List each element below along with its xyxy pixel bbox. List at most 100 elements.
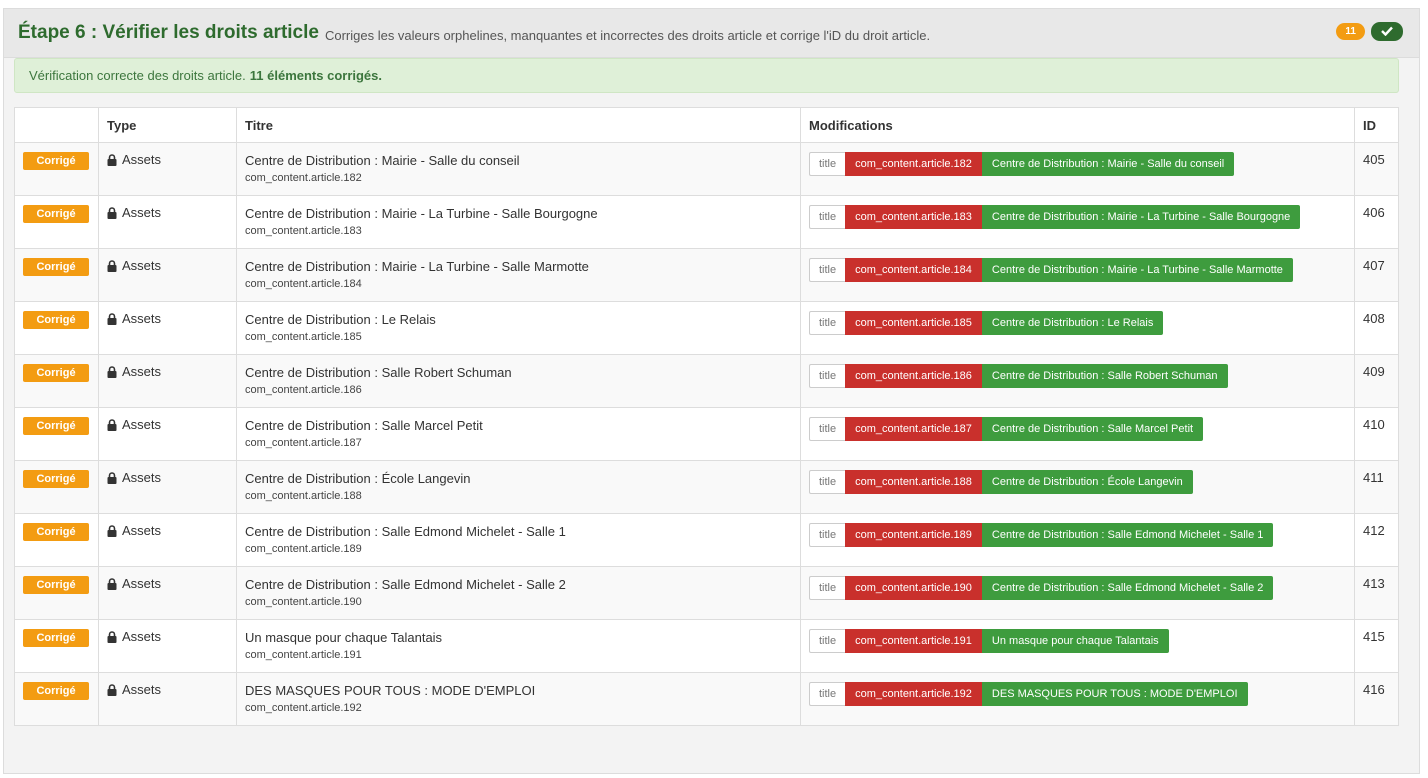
step-description: Corriges les valeurs orphelines, manquan… (324, 27, 931, 43)
modification-group: title com_content.article.187 Centre de … (809, 417, 1346, 441)
id-cell: 411 (1354, 460, 1399, 514)
table-row: Corrigé Assets Centre de Distribution : … (14, 513, 1399, 567)
lock-icon (107, 365, 117, 378)
item-title: Centre de Distribution : Salle Edmond Mi… (245, 577, 566, 592)
old-value-label: com_content.article.190 (845, 576, 982, 600)
item-title: Centre de Distribution : Mairie - La Tur… (245, 206, 598, 221)
type-label: Assets (122, 629, 162, 644)
table-row: Corrigé Assets Centre de Distribution : … (14, 566, 1399, 620)
status-badge: Corrigé (23, 152, 89, 170)
item-asset-name: com_content.article.183 (245, 225, 362, 237)
lock-icon (107, 577, 117, 590)
success-badge (1371, 22, 1403, 41)
status-cell: Corrigé (14, 513, 99, 567)
type-label: Assets (122, 417, 162, 432)
type-cell: Assets (98, 354, 237, 408)
status-cell: Corrigé (14, 248, 99, 302)
table-row: Corrigé Assets Centre de Distribution : … (14, 195, 1399, 249)
type-label: Assets (122, 258, 162, 273)
new-value-label: Centre de Distribution : Salle Edmond Mi… (981, 523, 1274, 547)
modifications-cell: title com_content.article.182 Centre de … (800, 142, 1355, 196)
modified-field-label: title (809, 576, 846, 600)
status-cell: Corrigé (14, 301, 99, 355)
title-cell: Centre de Distribution : Le Relais com_c… (236, 301, 801, 355)
status-cell: Corrigé (14, 354, 99, 408)
lock-icon (107, 683, 117, 696)
id-cell: 408 (1354, 301, 1399, 355)
item-asset-name: com_content.article.191 (245, 649, 362, 661)
status-cell: Corrigé (14, 195, 99, 249)
check-icon (1381, 25, 1393, 39)
item-asset-name: com_content.article.190 (245, 596, 362, 608)
id-cell: 410 (1354, 407, 1399, 461)
id-cell: 416 (1354, 672, 1399, 726)
type-label: Assets (122, 576, 162, 591)
modification-group: title com_content.article.182 Centre de … (809, 152, 1346, 176)
id-cell: 406 (1354, 195, 1399, 249)
id-cell: 413 (1354, 566, 1399, 620)
type-cell: Assets (98, 460, 237, 514)
status-cell: Corrigé (14, 460, 99, 514)
item-title: Un masque pour chaque Talantais (245, 630, 443, 645)
item-title: Centre de Distribution : Salle Marcel Pe… (245, 418, 483, 433)
new-value-label: Un masque pour chaque Talantais (981, 629, 1169, 653)
success-alert: Vérification correcte des droits article… (14, 58, 1399, 93)
lock-icon (107, 206, 117, 219)
title-cell: Centre de Distribution : Salle Edmond Mi… (236, 513, 801, 567)
modified-field-label: title (809, 311, 846, 335)
item-title: Centre de Distribution : École Langevin (245, 471, 471, 486)
table-row: Corrigé Assets Centre de Distribution : … (14, 301, 1399, 355)
modifications-cell: title com_content.article.187 Centre de … (800, 407, 1355, 461)
lock-icon (107, 630, 117, 643)
new-value-label: Centre de Distribution : Salle Edmond Mi… (981, 576, 1274, 600)
modified-field-label: title (809, 470, 846, 494)
modifications-cell: title com_content.article.183 Centre de … (800, 195, 1355, 249)
lock-icon (107, 418, 117, 431)
table-row: Corrigé Assets Centre de Distribution : … (14, 248, 1399, 302)
table-row: Corrigé Assets Centre de Distribution : … (14, 407, 1399, 461)
id-cell: 405 (1354, 142, 1399, 196)
title-cell: DES MASQUES POUR TOUS : MODE D'EMPLOI co… (236, 672, 801, 726)
type-cell: Assets (98, 407, 237, 461)
id-cell: 415 (1354, 619, 1399, 673)
item-asset-name: com_content.article.185 (245, 331, 362, 343)
type-cell: Assets (98, 248, 237, 302)
corrected-count-badge: 11 (1336, 23, 1365, 40)
modified-field-label: title (809, 152, 846, 176)
item-asset-name: com_content.article.182 (245, 172, 362, 184)
table-row: Corrigé Assets Centre de Distribution : … (14, 354, 1399, 408)
title-cell: Centre de Distribution : Salle Marcel Pe… (236, 407, 801, 461)
item-title: Centre de Distribution : Mairie - Salle … (245, 153, 520, 168)
type-label: Assets (122, 523, 162, 538)
status-cell: Corrigé (14, 619, 99, 673)
modifications-cell: title com_content.article.186 Centre de … (800, 354, 1355, 408)
modified-field-label: title (809, 205, 846, 229)
status-badge: Corrigé (23, 311, 89, 329)
title-cell: Centre de Distribution : École Langevin … (236, 460, 801, 514)
status-cell: Corrigé (14, 407, 99, 461)
type-label: Assets (122, 470, 162, 485)
column-header-type: Type (98, 107, 237, 143)
type-label: Assets (122, 205, 162, 220)
status-badge: Corrigé (23, 417, 89, 435)
type-cell: Assets (98, 566, 237, 620)
item-asset-name: com_content.article.186 (245, 384, 362, 396)
step-title: Étape 6 : Vérifier les droits article (18, 22, 319, 43)
type-label: Assets (122, 152, 162, 167)
header-badges: 11 (1336, 22, 1403, 41)
type-label: Assets (122, 311, 162, 326)
type-label: Assets (122, 364, 162, 379)
modified-field-label: title (809, 629, 846, 653)
item-title: Centre de Distribution : Mairie - La Tur… (245, 259, 589, 274)
id-cell: 409 (1354, 354, 1399, 408)
new-value-label: Centre de Distribution : Mairie - Salle … (981, 152, 1235, 176)
modification-group: title com_content.article.192 DES MASQUE… (809, 682, 1346, 706)
lock-icon (107, 259, 117, 272)
modification-group: title com_content.article.190 Centre de … (809, 576, 1346, 600)
lock-icon (107, 153, 117, 166)
status-badge: Corrigé (23, 470, 89, 488)
new-value-label: Centre de Distribution : Mairie - La Tur… (981, 205, 1301, 229)
modification-group: title com_content.article.183 Centre de … (809, 205, 1346, 229)
title-cell: Un masque pour chaque Talantais com_cont… (236, 619, 801, 673)
column-header-status (14, 107, 99, 143)
